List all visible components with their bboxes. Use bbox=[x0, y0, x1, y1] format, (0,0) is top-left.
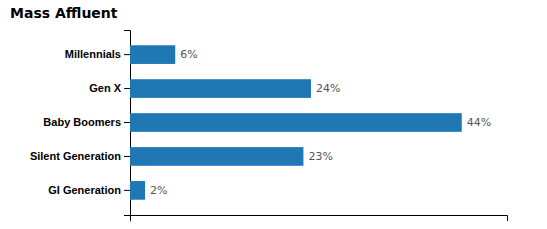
bar bbox=[130, 181, 145, 200]
title: Mass Affluent bbox=[10, 5, 118, 21]
data-labels: 6% 24% 44% 23% 2% bbox=[150, 48, 491, 197]
data-label: 6% bbox=[180, 48, 197, 61]
y-tick-label: Millennials bbox=[65, 48, 121, 60]
bar bbox=[130, 45, 175, 64]
data-label: 24% bbox=[316, 82, 340, 95]
y-tick-label: Baby Boomers bbox=[43, 116, 121, 128]
y-tick: Baby Boomers bbox=[43, 116, 130, 128]
y-axis-line bbox=[124, 31, 131, 216]
y-tick-label: GI Generation bbox=[48, 184, 121, 196]
bar bbox=[130, 113, 462, 132]
y-tick-mark bbox=[124, 54, 130, 55]
data-label: 44% bbox=[467, 116, 491, 129]
data-label: 23% bbox=[308, 150, 332, 163]
plot: Millennials Gen X Baby Boomers Silent Gener… bbox=[30, 31, 508, 222]
bars bbox=[130, 45, 462, 199]
chart: Millennials Gen X Baby Boomers Silent Gener… bbox=[0, 0, 547, 229]
x-axis-line bbox=[131, 216, 508, 222]
y-tick: Gen X bbox=[89, 82, 130, 94]
y-tick-label: Silent Generation bbox=[30, 150, 121, 162]
bar bbox=[130, 147, 303, 166]
x-axis bbox=[131, 216, 508, 222]
y-tick: Silent Generation bbox=[30, 150, 130, 162]
y-tick-label: Gen X bbox=[89, 82, 121, 94]
data-label: 2% bbox=[150, 184, 167, 197]
y-tick-mark bbox=[124, 156, 130, 157]
bar bbox=[130, 79, 311, 98]
y-axis: Millennials Gen X Baby Boomers Silent Gener… bbox=[30, 31, 131, 216]
y-tick: GI Generation bbox=[48, 184, 130, 196]
y-tick-mark bbox=[124, 122, 130, 123]
y-tick-mark bbox=[124, 190, 130, 191]
y-tick-mark bbox=[124, 88, 130, 89]
y-tick: Millennials bbox=[65, 48, 130, 60]
